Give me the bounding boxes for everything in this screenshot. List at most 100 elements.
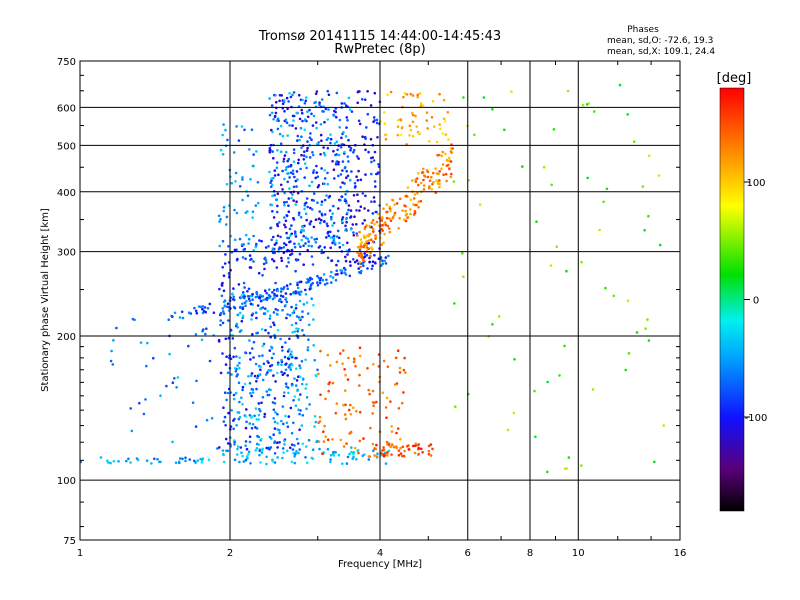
data-point [280,287,283,290]
data-point [291,169,295,172]
data-point [205,418,209,422]
data-point [295,327,298,330]
data-point [181,457,184,461]
data-point [240,319,244,323]
data-point [187,344,190,348]
data-point [430,188,434,191]
data-point [249,302,253,306]
data-point [226,305,229,309]
data-point [254,245,257,249]
stats-x-line: mean, sd,X: 109.1, 24.4 [607,47,715,57]
data-point [345,201,348,205]
data-point [279,124,283,128]
data-point [420,447,423,451]
data-point [284,368,288,372]
data-point [293,245,297,249]
data-point [377,163,380,166]
data-point [327,93,331,97]
data-point [280,419,283,423]
data-point [334,278,338,282]
data-point [177,460,181,464]
data-point [236,411,239,414]
data-point [243,301,247,305]
data-point [397,407,401,410]
data-point [451,147,455,150]
data-point [291,172,295,176]
data-point [363,242,367,246]
data-point [270,111,274,115]
data-point [193,306,196,310]
data-point [233,366,237,370]
data-point [367,150,370,154]
data-point [425,119,429,122]
data-point [287,172,290,175]
data-point [233,346,237,350]
data-point [380,227,384,231]
data-point [396,133,400,137]
data-point [436,153,439,157]
data-point [241,291,245,294]
data-point [437,179,441,182]
data-point [264,373,268,376]
data-point [348,452,351,456]
data-point [284,363,287,366]
data-point [322,273,326,276]
data-point [382,241,385,244]
data-point [222,312,226,315]
data-point [305,155,308,159]
data-point [412,213,416,216]
data-point [303,162,307,165]
data-point [304,358,307,362]
data-point [326,182,330,186]
data-point [273,420,277,424]
data-point [411,179,414,182]
data-point [307,244,311,248]
data-point [438,185,441,189]
data-point [336,229,340,233]
data-point [331,212,335,215]
data-point [178,457,182,460]
data-point [407,448,411,451]
data-point [297,375,300,379]
data-point [210,416,214,420]
data-point [341,462,344,466]
data-point [247,287,251,291]
data-point [252,356,255,359]
data-point [300,290,303,294]
data-point [325,138,329,141]
data-point [314,420,318,424]
data-point [307,438,311,442]
data-point [290,350,293,353]
data-point [138,401,141,405]
data-point [343,102,346,105]
data-point [370,267,374,271]
data-point [308,222,312,226]
data-point [273,114,277,118]
data-point [306,248,310,252]
data-point [309,206,312,210]
data-point [232,427,235,431]
data-point [335,269,339,273]
data-point [247,375,250,378]
data-point [238,415,242,419]
data-point [276,412,279,416]
data-point [285,284,289,287]
data-point [386,451,389,454]
data-point [318,210,322,213]
data-point [248,382,252,385]
data-point [293,461,297,465]
data-point [282,451,285,454]
data-point [370,221,374,224]
data-point [288,355,291,358]
data-point [300,146,303,149]
data-point [281,134,285,138]
data-point [194,425,198,428]
data-point [337,153,341,157]
data-point [222,420,226,423]
data-point [417,452,421,456]
data-point [288,337,291,341]
data-point [316,283,320,287]
data-point [227,319,230,322]
data-point [295,450,298,453]
